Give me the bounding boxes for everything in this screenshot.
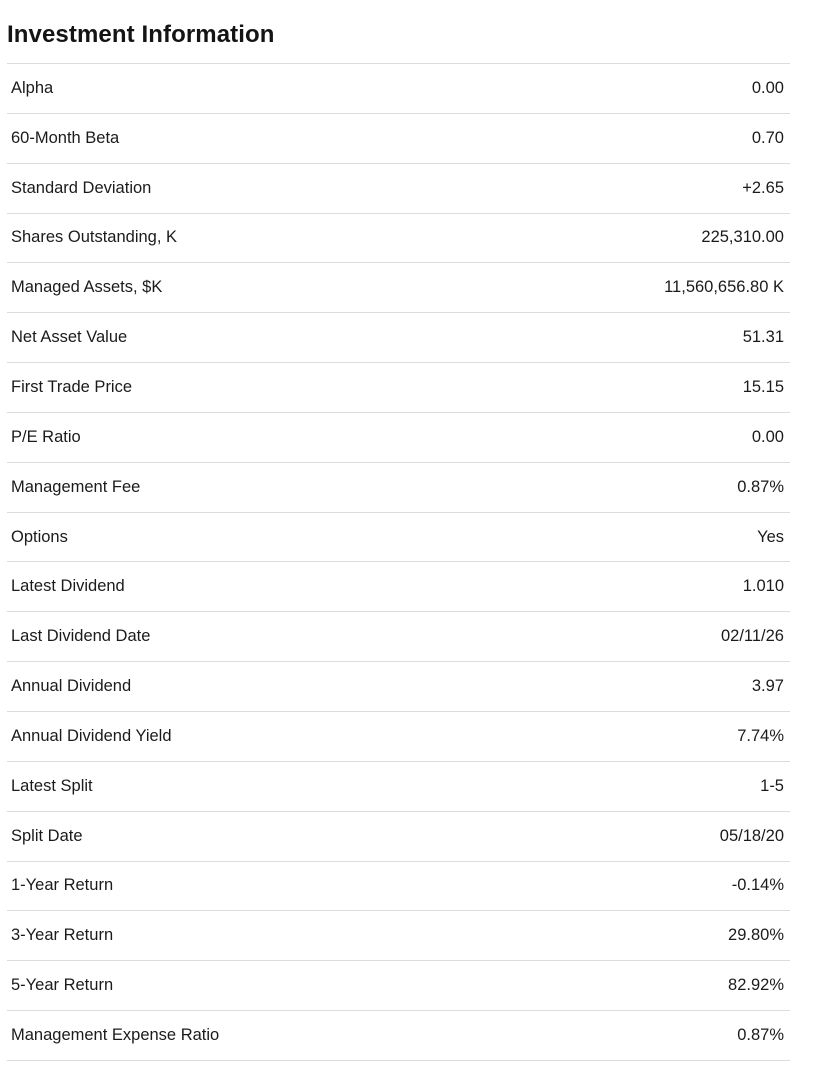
- row-label: 5-Year Return: [11, 976, 114, 995]
- table-row: 3-Year Return 29.80%: [7, 911, 790, 962]
- row-value: 0.00: [751, 427, 784, 446]
- row-value: Yes: [757, 527, 784, 546]
- table-row: P/E Ratio 0.00: [7, 413, 790, 463]
- table-row: Management Fee 0.87%: [7, 463, 790, 513]
- table-row: Annual Dividend 3.97: [7, 662, 790, 712]
- row-value: 05/18/20: [719, 826, 784, 845]
- page-title: Investment Information: [7, 21, 275, 48]
- table-row: Alpha 0.00: [7, 64, 790, 114]
- row-label: Managed Assets, $K: [11, 278, 163, 297]
- table-row: Standard Deviation +2.65: [7, 164, 790, 214]
- table-row: Shares Outstanding, K 225,310.00: [7, 214, 790, 264]
- row-label: Management Fee: [11, 477, 141, 496]
- table-row: Annual Dividend Yield 7.74%: [7, 712, 790, 762]
- row-label: 60-Month Beta: [11, 128, 120, 147]
- row-value: 02/11/26: [720, 627, 784, 646]
- row-value: -0.14%: [731, 876, 784, 895]
- row-label: P/E Ratio: [11, 427, 81, 446]
- row-label: 3-Year Return: [11, 926, 114, 945]
- row-label: Annual Dividend Yield: [11, 726, 172, 745]
- table-row: Split Date 05/18/20: [7, 812, 790, 862]
- row-label: 1-Year Return: [11, 876, 114, 895]
- table-row: 60-Month Beta 0.70: [7, 114, 790, 164]
- row-label: Annual Dividend: [11, 677, 132, 696]
- row-label: Split Date: [11, 826, 83, 845]
- row-value: 7.74%: [737, 726, 784, 745]
- table-row: Options Yes: [7, 513, 790, 563]
- table-row: First Trade Price 15.15: [7, 363, 790, 413]
- row-label: Shares Outstanding, K: [11, 228, 178, 247]
- row-value: 0.87%: [737, 477, 784, 496]
- row-value: 1-5: [760, 776, 784, 795]
- row-label: Standard Deviation: [11, 178, 152, 197]
- row-value: 51.31: [742, 328, 784, 347]
- row-label: Last Dividend Date: [11, 627, 151, 646]
- row-label: First Trade Price: [11, 377, 133, 396]
- row-label: Latest Dividend: [11, 577, 125, 596]
- row-label: Management Expense Ratio: [11, 1025, 220, 1044]
- row-value: 11,560,656.80 K: [664, 278, 784, 297]
- row-value: 0.70: [751, 128, 784, 147]
- table-row: Managed Assets, $K 11,560,656.80 K: [7, 263, 790, 314]
- row-value: 1.010: [742, 577, 784, 596]
- table-row: 1-Year Return -0.14%: [7, 862, 790, 912]
- table-row: Latest Dividend 1.010: [7, 562, 790, 613]
- row-value: 0.00: [751, 78, 784, 97]
- title-divider: [7, 63, 790, 64]
- row-value: 15.15: [742, 377, 784, 396]
- row-label: Options: [11, 527, 68, 546]
- investment-information-section: Investment Information Alpha 0.00 60-Mon…: [7, 0, 790, 1061]
- row-label: Net Asset Value: [11, 328, 128, 347]
- row-label: Alpha: [11, 78, 54, 97]
- row-value: 225,310.00: [701, 228, 784, 247]
- row-value: 82.92%: [728, 976, 784, 995]
- table-row: Net Asset Value 51.31: [7, 313, 790, 364]
- table-row: 5-Year Return 82.92%: [7, 961, 790, 1012]
- row-value: 29.80%: [728, 926, 784, 945]
- table-row: Management Expense Ratio 0.87%: [7, 1011, 790, 1061]
- table-row: Latest Split 1-5: [7, 762, 790, 812]
- investment-table-rows: Alpha 0.00 60-Month Beta 0.70 Standard D…: [7, 64, 790, 1061]
- row-value: 3.97: [751, 677, 784, 696]
- row-value: 0.87%: [737, 1025, 784, 1044]
- table-row: Last Dividend Date 02/11/26: [7, 612, 790, 663]
- row-value: +2.65: [742, 178, 784, 197]
- row-label: Latest Split: [11, 776, 93, 795]
